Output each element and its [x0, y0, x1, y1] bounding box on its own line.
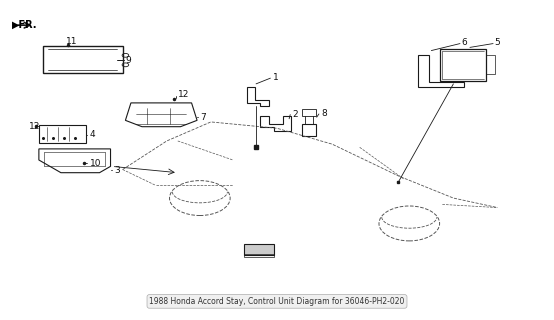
Text: 9: 9 — [125, 56, 131, 65]
Text: 1: 1 — [273, 73, 278, 82]
Text: 8: 8 — [321, 108, 327, 117]
Text: 3: 3 — [114, 166, 120, 175]
Text: 6: 6 — [461, 38, 468, 47]
Text: 7: 7 — [200, 113, 206, 122]
FancyBboxPatch shape — [244, 244, 274, 255]
Text: 4: 4 — [90, 130, 95, 139]
Text: 10: 10 — [90, 159, 101, 168]
Text: 12: 12 — [29, 122, 40, 131]
Text: 12: 12 — [178, 91, 189, 100]
Text: 11: 11 — [66, 36, 78, 45]
Text: 2: 2 — [293, 109, 298, 118]
Text: 5: 5 — [495, 38, 500, 47]
Text: ▶FR.: ▶FR. — [12, 20, 38, 30]
Text: 1988 Honda Accord Stay, Control Unit Diagram for 36046-PH2-020: 1988 Honda Accord Stay, Control Unit Dia… — [150, 297, 404, 306]
